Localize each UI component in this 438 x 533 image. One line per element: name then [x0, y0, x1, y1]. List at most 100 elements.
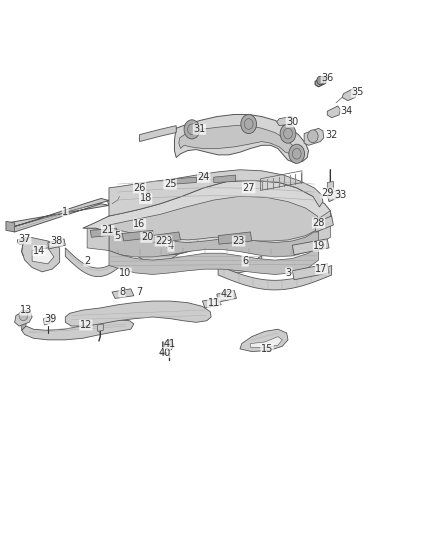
Text: 23: 23	[233, 236, 245, 246]
Polygon shape	[87, 228, 109, 251]
Circle shape	[289, 144, 304, 164]
Circle shape	[280, 124, 296, 143]
Polygon shape	[108, 193, 122, 206]
Polygon shape	[48, 239, 65, 249]
Polygon shape	[251, 337, 283, 348]
Text: 38: 38	[50, 236, 63, 246]
Circle shape	[184, 120, 200, 139]
Polygon shape	[327, 181, 333, 190]
Text: 4: 4	[168, 241, 174, 251]
Polygon shape	[32, 248, 54, 264]
Polygon shape	[209, 256, 262, 273]
Polygon shape	[214, 175, 236, 182]
Text: 39: 39	[45, 313, 57, 324]
Text: 27: 27	[243, 183, 255, 193]
Polygon shape	[327, 189, 341, 201]
Text: 26: 26	[133, 183, 146, 193]
Polygon shape	[277, 117, 294, 126]
Text: 10: 10	[119, 268, 131, 278]
Polygon shape	[109, 245, 318, 274]
Text: 7: 7	[136, 287, 143, 297]
Polygon shape	[304, 128, 324, 146]
Polygon shape	[21, 320, 134, 340]
Text: 17: 17	[315, 264, 328, 274]
Text: 16: 16	[134, 219, 146, 229]
Text: 1: 1	[62, 207, 68, 217]
Text: 9: 9	[166, 236, 172, 246]
Polygon shape	[140, 126, 176, 142]
Polygon shape	[17, 237, 27, 244]
Text: 40: 40	[158, 348, 170, 358]
Text: 12: 12	[80, 320, 92, 330]
Polygon shape	[109, 196, 320, 241]
Polygon shape	[98, 324, 103, 332]
Polygon shape	[327, 106, 340, 118]
Text: 33: 33	[334, 190, 346, 200]
Text: 14: 14	[33, 246, 45, 255]
Polygon shape	[83, 180, 332, 246]
Polygon shape	[90, 228, 118, 237]
Text: 22: 22	[155, 236, 168, 246]
Text: 29: 29	[321, 188, 333, 198]
Text: 13: 13	[20, 305, 32, 315]
Polygon shape	[131, 236, 206, 255]
Polygon shape	[112, 289, 134, 298]
Circle shape	[244, 119, 253, 130]
Text: 2: 2	[84, 256, 90, 266]
Polygon shape	[217, 290, 237, 302]
Polygon shape	[174, 115, 308, 163]
Text: 3: 3	[286, 268, 292, 278]
Text: 28: 28	[312, 218, 325, 228]
Polygon shape	[218, 265, 332, 290]
Polygon shape	[109, 213, 141, 228]
Text: 31: 31	[193, 124, 205, 134]
Polygon shape	[14, 310, 32, 326]
Polygon shape	[131, 244, 182, 263]
Circle shape	[19, 310, 28, 321]
Polygon shape	[160, 352, 166, 354]
Polygon shape	[109, 229, 115, 241]
Polygon shape	[7, 198, 109, 232]
Text: 15: 15	[261, 344, 273, 354]
Polygon shape	[240, 329, 288, 352]
Polygon shape	[179, 126, 294, 154]
Polygon shape	[202, 298, 221, 308]
Text: 30: 30	[286, 117, 298, 127]
Text: 34: 34	[340, 106, 353, 116]
Polygon shape	[122, 230, 154, 241]
Text: 41: 41	[164, 338, 176, 349]
Circle shape	[292, 149, 301, 159]
Circle shape	[241, 115, 257, 134]
Circle shape	[164, 340, 173, 351]
Polygon shape	[20, 320, 26, 330]
Circle shape	[284, 128, 292, 139]
Polygon shape	[43, 316, 53, 325]
Text: 37: 37	[18, 234, 31, 244]
Polygon shape	[318, 211, 330, 245]
Circle shape	[317, 76, 324, 85]
Polygon shape	[218, 232, 252, 244]
Text: 19: 19	[313, 241, 325, 251]
Text: 32: 32	[325, 130, 338, 140]
Text: 6: 6	[242, 256, 248, 266]
Text: 36: 36	[321, 73, 333, 83]
Polygon shape	[109, 169, 323, 216]
Text: 8: 8	[119, 287, 125, 297]
Text: 24: 24	[198, 172, 210, 182]
Polygon shape	[65, 248, 131, 277]
Polygon shape	[109, 230, 323, 257]
Polygon shape	[292, 239, 329, 255]
Text: 18: 18	[140, 193, 152, 204]
Circle shape	[307, 130, 318, 143]
Text: 20: 20	[141, 232, 153, 243]
Polygon shape	[174, 177, 196, 184]
Text: 35: 35	[352, 87, 364, 97]
Text: 42: 42	[221, 289, 233, 299]
Polygon shape	[292, 264, 329, 280]
Polygon shape	[6, 221, 14, 232]
Text: 25: 25	[164, 179, 177, 189]
Polygon shape	[151, 232, 180, 243]
Polygon shape	[65, 301, 211, 326]
Polygon shape	[102, 223, 118, 245]
Polygon shape	[315, 76, 326, 87]
